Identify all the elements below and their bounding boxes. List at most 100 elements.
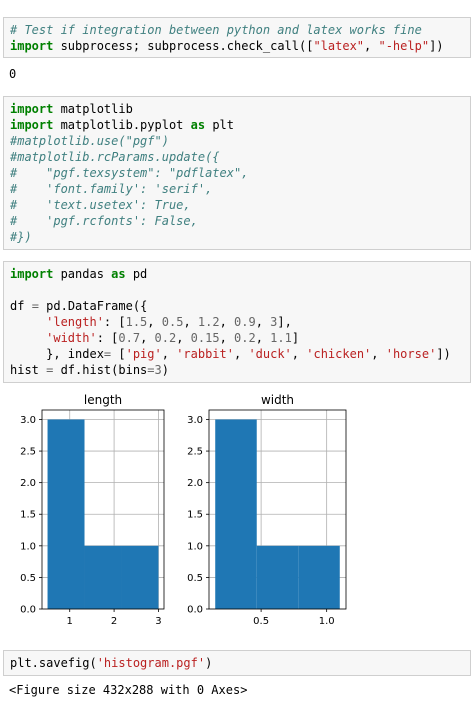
code-editor-4[interactable]: plt.savefig('histogram.pgf') <box>4 651 470 675</box>
y-tick-label: 0.5 <box>20 573 36 584</box>
code-line: df = pd.DataFrame({ <box>10 299 147 313</box>
code-token: plt <box>205 118 234 132</box>
code-token: as <box>111 267 126 281</box>
code-token: = <box>147 363 155 377</box>
code-line: # 'pgf.rcfonts': False, <box>10 214 198 228</box>
code-token: pd.DataFrame({ <box>38 299 148 313</box>
code-token: 1.5 <box>125 315 148 329</box>
code-token: import <box>10 39 54 53</box>
code-token: # Test if integration between python and… <box>10 23 422 37</box>
code-token: df.hist(bins <box>53 363 148 377</box>
code-token: , <box>219 315 235 329</box>
code-token: 'pig' <box>125 347 162 361</box>
code-token: ]) <box>436 347 451 361</box>
code-token: 3 <box>154 363 162 377</box>
code-token: #}) <box>10 230 32 244</box>
y-tick-label: 1.0 <box>187 541 203 552</box>
y-tick-label: 3.0 <box>20 415 36 426</box>
code-token: 1.1 <box>270 331 292 345</box>
code-line: # "pgf.texsystem": "pdflatex", <box>10 166 248 180</box>
code-cell-2[interactable]: import matplotlib import matplotlib.pypl… <box>3 96 471 250</box>
code-token: = <box>46 363 54 377</box>
code-token: , <box>183 315 198 329</box>
code-token: # 'text.usetex': True, <box>10 198 191 212</box>
x-tick-label: 1.0 <box>319 616 335 627</box>
code-token: ], <box>277 315 292 329</box>
code-token: # 'font.family': 'serif', <box>10 182 213 196</box>
histogram-bar <box>215 419 257 609</box>
code-line: #matplotlib.rcParams.update({ <box>10 150 220 164</box>
x-tick-label: 2 <box>111 616 117 627</box>
y-tick-label: 1.0 <box>20 541 36 552</box>
code-token: ] <box>291 331 300 345</box>
code-line: 'length': [1.5, 0.5, 1.2, 0.9, 3], <box>10 315 292 329</box>
code-line: }, index= ['pig', 'rabbit', 'duck', 'chi… <box>10 347 451 361</box>
code-editor-3[interactable]: import pandas as pd df = pd.DataFrame({ … <box>4 262 470 382</box>
code-token: , <box>291 347 307 361</box>
code-token: , <box>219 331 235 345</box>
code-token: , <box>255 331 271 345</box>
code-token: 0.7 <box>118 331 141 345</box>
histogram-bar <box>298 545 340 609</box>
code-line: 'width': [0.7, 0.2, 0.15, 0.2, 1.1] <box>10 331 299 345</box>
code-token: [ <box>111 347 126 361</box>
code-token: pd <box>125 267 148 281</box>
code-token: #matplotlib.use("pgf") <box>10 134 169 148</box>
y-tick-label: 0.0 <box>187 605 203 616</box>
chart-title: width <box>261 393 294 407</box>
code-token: matplotlib.pyplot <box>53 118 191 132</box>
code-cell-3[interactable]: import pandas as pd df = pd.DataFrame({ … <box>3 261 471 383</box>
code-token: = <box>103 347 112 361</box>
code-token: 0.9 <box>234 315 256 329</box>
histogram-bar <box>84 545 122 609</box>
code-token: 'histogram.pgf' <box>96 656 206 670</box>
code-token: , <box>147 315 162 329</box>
code-token: plt.savefig( <box>10 656 97 670</box>
code-token: 0.15 <box>190 331 220 345</box>
code-token: pandas <box>53 267 112 281</box>
y-tick-label: 3.0 <box>187 415 203 426</box>
y-tick-label: 2.5 <box>187 447 203 458</box>
y-tick-label: 0.5 <box>187 573 203 584</box>
histogram-figure: length 0.0 0.5 1.0 1.5 2.0 2.5 3.0 1 2 3 width 0.0 0.… <box>20 393 347 627</box>
code-token: "latex" <box>313 39 365 53</box>
code-token: = <box>31 299 39 313</box>
code-token: 'length' <box>46 315 104 329</box>
axes-frame <box>208 409 347 610</box>
code-token: 0.2 <box>154 331 177 345</box>
code-line: hist = df.hist(bins=3) <box>10 363 169 377</box>
y-tick-label: 2.0 <box>20 478 36 489</box>
histogram-bar <box>121 545 159 609</box>
code-token: # 'pgf.rcfonts': False, <box>10 214 198 228</box>
code-token: ) <box>205 656 213 670</box>
code-token: , <box>140 331 155 345</box>
code-token: 1.2 <box>197 315 220 329</box>
code-token: , <box>176 331 191 345</box>
code-token: 'rabbit' <box>176 347 234 361</box>
code-line: # 'text.usetex': True, <box>10 198 191 212</box>
code-token: # "pgf.texsystem": "pdflatex", <box>10 166 249 180</box>
code-token: , <box>233 347 249 361</box>
axes-frame <box>41 409 165 610</box>
code-token: import <box>10 102 54 116</box>
code-editor-1[interactable]: # Test if integration between python and… <box>4 18 470 58</box>
code-token: 'horse' <box>385 347 437 361</box>
code-token: "-help" <box>378 39 430 53</box>
code-line: import subprocess; subprocess.check_call… <box>10 39 444 53</box>
code-token: ) <box>161 363 169 377</box>
code-line: #}) <box>10 230 32 244</box>
code-token: import <box>10 118 54 132</box>
code-cell-4[interactable]: plt.savefig('histogram.pgf') <box>3 650 471 676</box>
code-line: # 'font.family': 'serif', <box>10 182 212 196</box>
code-token <box>10 315 46 329</box>
y-tick-label: 0.0 <box>20 605 36 616</box>
code-line: plt.savefig('histogram.pgf') <box>10 656 212 670</box>
code-token: matplotlib <box>53 102 133 116</box>
code-token: 'duck' <box>248 347 292 361</box>
code-token: import <box>10 267 54 281</box>
code-token: 'width' <box>46 331 97 345</box>
code-editor-2[interactable]: import matplotlib import matplotlib.pypl… <box>4 97 470 249</box>
code-token: : [ <box>103 315 126 329</box>
code-cell-1[interactable]: # Test if integration between python and… <box>3 17 471 58</box>
code-token: subprocess; subprocess.check_call([ <box>53 39 314 53</box>
